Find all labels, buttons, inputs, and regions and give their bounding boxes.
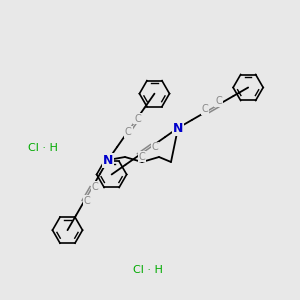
Text: C: C [138,152,145,161]
Text: Cl · H: Cl · H [28,143,58,153]
Text: C: C [201,104,208,114]
Text: Cl · H: Cl · H [133,265,163,275]
Text: C: C [125,127,132,137]
Text: N: N [103,154,113,166]
Text: N: N [173,122,183,134]
Text: C: C [215,96,222,106]
Text: C: C [152,142,158,152]
Text: C: C [84,196,90,206]
Text: C: C [134,114,141,124]
Text: C: C [92,182,98,192]
